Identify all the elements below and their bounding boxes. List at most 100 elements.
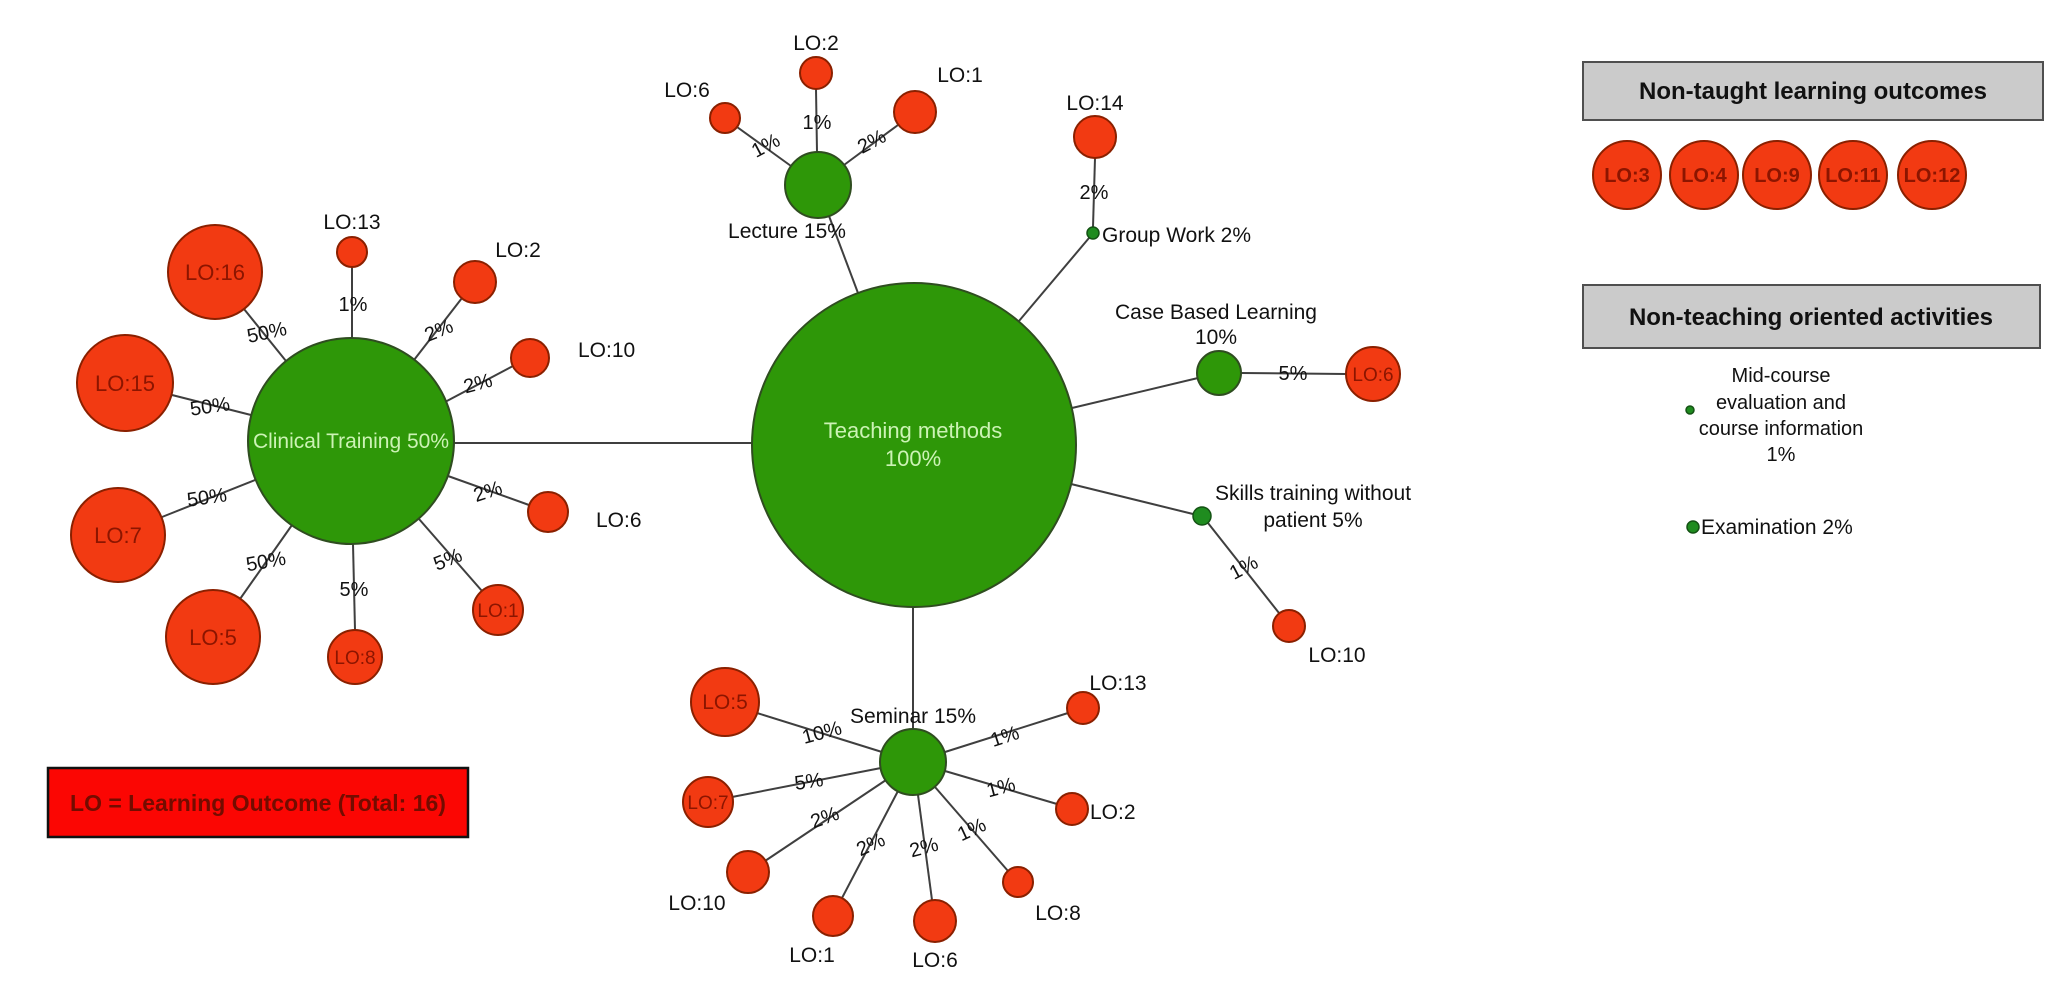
- clinical-lo1-label: LO:1: [477, 601, 518, 622]
- legend-lo9-label: LO:9: [1754, 165, 1800, 187]
- clinical-lo7-node: [70, 487, 166, 583]
- seminar-lo5-node: [690, 667, 760, 737]
- seminar-lo13-node: [1066, 691, 1100, 725]
- groupwork-lo14-pct: 2%: [1080, 182, 1109, 204]
- clinical-outcome-nodes: [70, 224, 569, 685]
- edge-clinical-lo6: [447, 475, 530, 506]
- legend-lo12-label: LO:12: [1904, 165, 1961, 187]
- seminar-lo6-pct: 2%: [907, 834, 941, 863]
- legend-lo3-label: LO:3: [1604, 165, 1650, 187]
- mid-course-line2: evaluation and: [1716, 392, 1846, 414]
- edge-skills-lo10: [1207, 522, 1280, 614]
- legend-non-taught-title: Non-taught learning outcomes: [1639, 78, 1987, 105]
- legend-lo4-label: LO:4: [1681, 165, 1727, 187]
- skills-training-node: [1192, 506, 1212, 526]
- clinical-lo7-pct: 50%: [186, 484, 229, 511]
- legend-non-teaching-title: Non-teaching oriented activities: [1629, 304, 1993, 331]
- edge-clinical-lo7: [161, 479, 256, 518]
- edge-clinical-lo1: [418, 518, 483, 592]
- lecture-lo1-label: LO:1: [937, 64, 983, 87]
- group-work-label: Group Work 2%: [1102, 224, 1251, 247]
- clinical-lo10-pct: 2%: [461, 370, 495, 399]
- edge-lecture-lo6: [736, 126, 792, 167]
- legend-non-teaching: Non-teaching oriented activities Mid-cou…: [1582, 284, 2041, 539]
- clinical-lo13-node: [336, 236, 368, 268]
- legend-lo12-node: [1897, 140, 1967, 210]
- clinical-lo1-node: [472, 584, 524, 636]
- casebased-lo6-label: LO:6: [1352, 365, 1393, 386]
- seminar-lo10-node: [726, 850, 770, 894]
- groupwork-lo14-label: LO:14: [1066, 92, 1124, 115]
- seminar-lo8-pct: 1%: [954, 814, 990, 846]
- edge-clinical-lo10: [444, 365, 514, 403]
- clinical-lo6-pct: 2%: [471, 477, 505, 507]
- teaching-methods-node: [751, 282, 1077, 608]
- legend-non-taught-box: [1582, 61, 2044, 121]
- clinical-lo13-pct: 1%: [339, 294, 368, 316]
- clinical-lo5-node: [165, 589, 261, 685]
- examination-dot: [1686, 520, 1700, 534]
- edge-clinical-lo2: [413, 297, 463, 361]
- edge-seminar-lo2: [944, 770, 1058, 805]
- clinical-lo16-pct: 50%: [245, 318, 289, 348]
- seminar-lo10-pct: 2%: [808, 803, 843, 834]
- skills-label-line1: Skills training without: [1215, 482, 1411, 505]
- lecture-outcome-nodes: [709, 56, 937, 134]
- casebased-lo6-node: [1345, 346, 1401, 402]
- legend-lo3-node: [1592, 140, 1662, 210]
- seminar-lo8-label: LO:8: [1035, 902, 1081, 925]
- mid-course-line4: 1%: [1767, 444, 1796, 466]
- clinical-lo8-node: [327, 629, 383, 685]
- key-box-rect: [46, 766, 470, 839]
- seminar-lo5-pct: 10%: [800, 717, 845, 749]
- clinical-lo5-pct: 50%: [244, 548, 287, 577]
- legend-lo4-node: [1669, 140, 1739, 210]
- lecture-lo2-node: [799, 56, 833, 90]
- edge-groupwork-lo14: [1092, 157, 1096, 228]
- edge-seminar-lo5: [756, 712, 883, 753]
- edge-lecture-lo1: [843, 124, 899, 166]
- lecture-node: [784, 151, 852, 219]
- clinical-lo8-pct: 5%: [340, 579, 369, 601]
- clinical-training-label: Clinical Training 50%: [253, 430, 449, 453]
- seminar-lo2-pct: 1%: [984, 774, 1018, 803]
- clinical-lo10-node: [510, 338, 550, 378]
- mid-course-line1: Mid-course: [1732, 365, 1831, 387]
- lecture-lo1-node: [893, 90, 937, 134]
- clinical-training-node: [247, 337, 455, 545]
- lecture-lo2-label: LO:2: [793, 32, 839, 55]
- seminar-outcome-nodes: [682, 667, 1100, 943]
- clinical-lo15-node: [76, 334, 174, 432]
- legend-lo11-node: [1818, 140, 1888, 210]
- seminar-lo6-label: LO:6: [912, 949, 958, 972]
- edge-seminar-lo8: [934, 786, 1009, 872]
- clinical-lo15-pct: 50%: [189, 393, 232, 420]
- clinical-lo8-label: LO:8: [334, 648, 375, 669]
- skills-label-line2: patient 5%: [1263, 509, 1362, 532]
- seminar-lo13-pct: 1%: [988, 722, 1022, 752]
- clinical-lo7-label: LO:7: [94, 523, 142, 548]
- edge-clinical-lo8: [352, 543, 356, 631]
- edge-seminar-lo13: [944, 712, 1069, 753]
- seminar-lo8-node: [1002, 866, 1034, 898]
- seminar-lo2-node: [1055, 792, 1089, 826]
- legend-non-taught: Non-taught learning outcomes LO:3 LO:4 L…: [1582, 61, 2044, 210]
- edges: [161, 88, 1347, 901]
- edge-seminar-lo7: [731, 767, 882, 798]
- seminar-lo5-label: LO:5: [702, 691, 748, 714]
- seminar-lo6-node: [913, 899, 957, 943]
- lecture-lo6-label: LO:6: [664, 79, 710, 102]
- seminar-lo2-label: LO:2: [1090, 801, 1136, 824]
- clinical-lo16-label: LO:16: [185, 260, 245, 285]
- lecture-lo2-pct: 1%: [803, 112, 832, 134]
- edge-teaching-skills: [1070, 483, 1194, 515]
- seminar-lo7-pct: 5%: [793, 769, 825, 795]
- skills-lo10-pct: 1%: [1226, 551, 1262, 584]
- key-box-label: LO = Learning Outcome (Total: 16): [70, 790, 446, 816]
- skills-lo10-label: LO:10: [1308, 644, 1365, 667]
- case-based-label-line2: 10%: [1195, 326, 1237, 349]
- edge-clinical-lo5: [239, 524, 293, 600]
- edge-clinical-lo15: [171, 394, 252, 416]
